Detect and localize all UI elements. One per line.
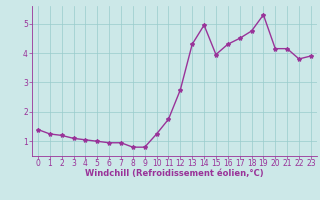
X-axis label: Windchill (Refroidissement éolien,°C): Windchill (Refroidissement éolien,°C) [85, 169, 264, 178]
